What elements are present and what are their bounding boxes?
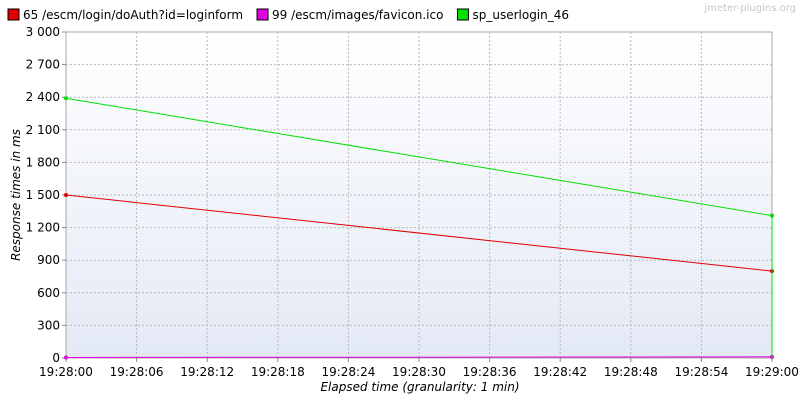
y-axis-title: Response times in ms <box>9 129 23 261</box>
data-point <box>64 193 68 197</box>
x-tick-label: 19:28:48 <box>604 365 658 379</box>
y-tick-label: 1 800 <box>26 155 60 169</box>
legend-label: 99 /escm/images/favicon.ico <box>272 8 443 22</box>
x-axis-ticks: 19:28:00 19:28:06 19:28:12 19:28:18 19:28:24… <box>39 358 799 379</box>
x-tick-label: 19:28:24 <box>321 365 375 379</box>
y-tick-label: 900 <box>37 253 60 267</box>
x-tick-label: 19:28:36 <box>463 365 517 379</box>
x-tick-label: 19:28:00 <box>39 365 93 379</box>
legend-swatch <box>456 8 469 21</box>
series-lines <box>64 96 774 360</box>
y-tick-label: 2 400 <box>26 90 60 104</box>
y-tick-label: 2 100 <box>26 123 60 137</box>
x-tick-label: 19:29:00 <box>745 365 799 379</box>
series-line <box>65 194 773 272</box>
y-tick-label: 600 <box>37 286 60 300</box>
y-tick-label: 300 <box>37 318 60 332</box>
y-tick-label: 2 700 <box>26 58 60 72</box>
series-line <box>65 356 773 358</box>
x-tick-label: 19:28:54 <box>674 365 728 379</box>
x-tick-label: 19:28:12 <box>180 365 234 379</box>
grid <box>66 32 772 358</box>
x-tick-label: 19:28:06 <box>110 365 164 379</box>
legend: 65 /escm/login/doAuth?id=loginform 99 /es… <box>7 8 569 22</box>
legend-label: 65 /escm/login/doAuth?id=loginform <box>23 8 243 22</box>
watermark: jmeter-plugins.org <box>703 3 796 14</box>
x-axis-title: Elapsed time (granularity: 1 min) <box>320 380 519 394</box>
x-tick-label: 19:28:42 <box>533 365 587 379</box>
data-point <box>64 355 68 360</box>
data-point <box>64 96 68 101</box>
x-tick-label: 19:28:18 <box>251 365 305 379</box>
y-tick-label: 3 000 <box>26 25 60 39</box>
y-tick-label: 0 <box>52 351 60 365</box>
legend-swatch <box>256 8 269 21</box>
legend-swatch <box>7 8 20 21</box>
y-tick-label: 1 200 <box>26 221 60 235</box>
y-tick-label: 1 500 <box>26 188 60 202</box>
x-tick-label: 19:28:30 <box>392 365 446 379</box>
legend-label: sp_userlogin_46 <box>472 8 569 22</box>
series-line <box>65 97 773 217</box>
y-axis-ticks: 0 300 600 900 1 200 1 500 1 800 2 100 2 400 2 700… <box>26 25 66 365</box>
